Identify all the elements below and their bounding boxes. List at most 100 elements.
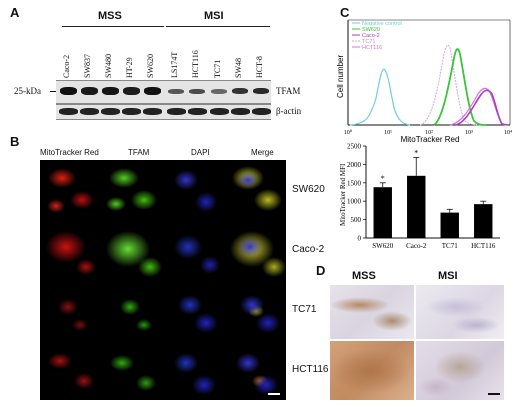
bar-category-label: TC71: [442, 242, 458, 250]
histogram-x-tick: 10²: [425, 130, 433, 136]
micrograph-dapi-caco2: [164, 221, 224, 279]
micrograph-merge-sw620: [226, 160, 286, 219]
histogram-curve-hct116: [449, 87, 507, 126]
band: [252, 108, 271, 115]
ihc-mss-header: MSS: [352, 270, 376, 282]
histogram-curve-caco2: [455, 89, 509, 126]
band: [80, 108, 99, 115]
significance-marker: *: [381, 174, 385, 183]
column-header: Merge: [251, 148, 274, 157]
lane-label: TC71: [213, 59, 222, 78]
tfam-blot: [56, 80, 271, 104]
panel-a-label: A: [10, 5, 20, 20]
panel-b-label: B: [10, 134, 20, 149]
bar-y-tick-label: 2500: [347, 143, 362, 151]
micrograph-mito-caco2: [40, 221, 100, 279]
micrograph-tfam-tc71: [102, 281, 162, 339]
band: [59, 108, 78, 115]
histogram-y-label: Cell number: [336, 55, 345, 98]
band: [81, 87, 98, 95]
actin-label: β-actin: [276, 106, 302, 116]
flow-histogram: Cell number 10⁰ 10¹ 10² 10³ 10⁴ MitoTrac…: [336, 19, 512, 144]
column-header: DAPI: [191, 148, 210, 157]
cell-line-label: Caco-2: [292, 244, 325, 255]
lane-label: SW480: [104, 54, 113, 78]
ihc-mss-top: [330, 285, 414, 339]
band: [143, 108, 162, 115]
band: [232, 88, 248, 94]
bar-y-tick-label: 2000: [347, 161, 362, 169]
band: [210, 108, 229, 115]
band: [144, 87, 161, 95]
micrograph-dapi-sw620: [164, 160, 224, 219]
actin-blot: [56, 104, 271, 120]
ihc-msi-header: MSI: [438, 270, 458, 282]
legend-entry: HCT116: [362, 45, 382, 51]
histogram-x-tick: 10³: [465, 130, 473, 136]
micrograph-merge-caco2: [226, 221, 286, 279]
micrograph-tfam-caco2: [102, 221, 162, 279]
cell-line-label: SW620: [292, 184, 325, 195]
micrograph-merge-tc71: [226, 281, 286, 339]
micrograph-mito-tc71: [40, 281, 100, 339]
mss-group-line: [62, 26, 164, 27]
band: [189, 89, 205, 94]
micrograph-tfam-sw620: [102, 160, 162, 219]
scale-bar: [268, 393, 280, 395]
bar: [407, 175, 426, 238]
histogram-x-label: MitoTracker Red: [401, 135, 460, 144]
bar-y-tick-label: 1500: [347, 179, 362, 187]
marker-label: 25-kDa: [14, 86, 41, 96]
band: [168, 89, 184, 94]
marker-arrow: [50, 91, 56, 92]
legend-entry: Caco-2: [362, 33, 380, 39]
bar-y-label: MitoTracker Red MFI: [339, 163, 347, 226]
micrograph-mito-sw620: [40, 160, 100, 219]
band: [123, 87, 140, 95]
scale-bar: [488, 393, 500, 395]
histogram-x-tick: 10⁰: [344, 129, 353, 136]
significance-marker: *: [414, 148, 418, 157]
msi-group-label: MSI: [204, 10, 224, 22]
bar-category-label: HCT116: [471, 242, 496, 250]
lane-label: SW48: [234, 58, 243, 78]
lane-label: HCT116: [191, 50, 200, 78]
legend-entry: Negative control: [362, 21, 402, 27]
bar: [440, 212, 459, 238]
panel-c-label: C: [340, 5, 350, 20]
band: [122, 108, 141, 115]
lane-label: SW837: [83, 54, 92, 78]
band: [102, 87, 119, 95]
micrograph-merge-hct116: [226, 341, 286, 400]
histogram-x-tick: 10⁴: [504, 130, 512, 136]
lane-label: LS174T: [170, 51, 179, 78]
bar-y-tick-label: 1000: [347, 198, 362, 206]
bar-category-label: Caco-2: [406, 242, 427, 250]
cell-line-label: TC71: [292, 304, 317, 315]
band: [101, 108, 120, 115]
micrograph-grid: [40, 160, 286, 400]
histogram-curve-sw620: [433, 48, 487, 126]
micrograph-dapi-hct116: [164, 341, 224, 400]
lane-label: SW620: [146, 54, 155, 78]
histogram-x-tick: 10¹: [384, 130, 392, 136]
tfam-label: TFAM: [276, 86, 301, 96]
panel-d-label: D: [316, 263, 326, 278]
band: [211, 89, 227, 94]
bar: [474, 204, 493, 238]
histogram-legend: Negative control SW620 Caco-2 TC71 HCT11…: [352, 21, 402, 51]
lane-label: Caco-2: [62, 54, 71, 78]
band: [167, 108, 186, 115]
column-header: TFAM: [128, 148, 150, 157]
band: [253, 88, 269, 94]
ihc-msi-top: [416, 285, 504, 339]
micrograph-tfam-hct116: [102, 341, 162, 400]
ihc-mss-bottom: [330, 341, 414, 400]
ihc-msi-bottom: [416, 341, 504, 400]
lane-label: HT-29: [125, 57, 134, 78]
bar: [373, 187, 392, 238]
bar-category-label: SW620: [372, 242, 394, 250]
band: [188, 108, 207, 115]
micrograph-dapi-tc71: [164, 281, 224, 339]
lane-label: HCT-8: [255, 56, 264, 78]
